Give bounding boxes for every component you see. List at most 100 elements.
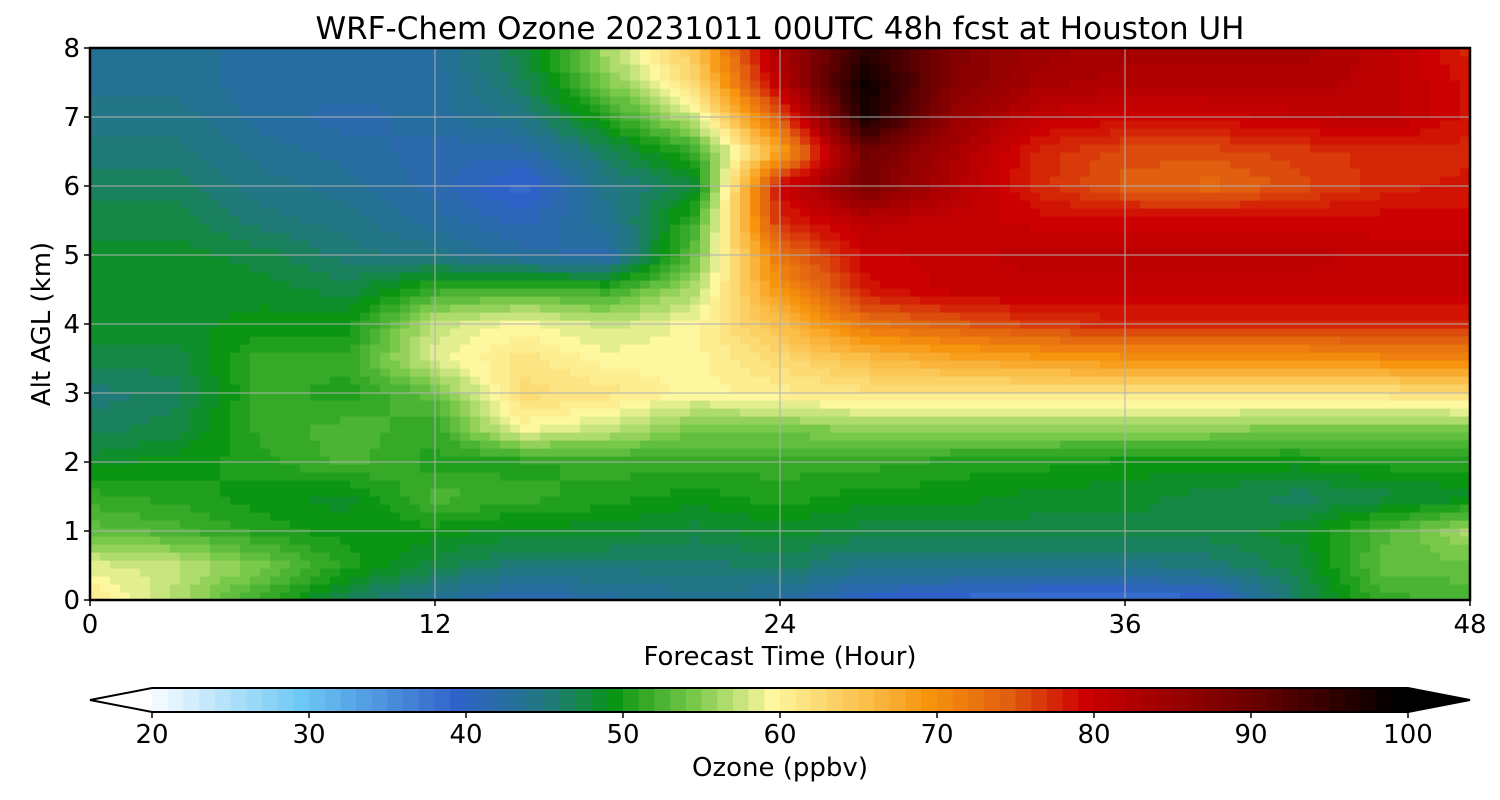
heatmap-cell (170, 552, 181, 561)
heatmap-cell (950, 360, 961, 369)
heatmap-cell (470, 328, 481, 337)
heatmap-cell (1300, 560, 1311, 569)
heatmap-cell (320, 352, 331, 361)
heatmap-cell (190, 456, 201, 465)
heatmap-cell (510, 368, 521, 377)
heatmap-cell (1040, 424, 1051, 433)
heatmap-cell (610, 456, 621, 465)
heatmap-cell (560, 440, 571, 449)
heatmap-cell (840, 568, 851, 577)
heatmap-cell (160, 368, 171, 377)
heatmap-cell (1060, 408, 1071, 417)
heatmap-cell (600, 424, 611, 433)
heatmap-cell (100, 576, 111, 585)
heatmap-cell (1240, 408, 1251, 417)
heatmap-cell (660, 432, 671, 441)
heatmap-cell (180, 496, 191, 505)
heatmap-cell (760, 432, 771, 441)
heatmap-cell (270, 464, 281, 473)
heatmap-cell (990, 520, 1001, 529)
heatmap-cell (1390, 344, 1401, 353)
heatmap-cell (570, 544, 581, 553)
heatmap-cell (1210, 440, 1221, 449)
heatmap-cell (1070, 392, 1081, 401)
heatmap-cell (300, 552, 311, 561)
heatmap-cell (690, 536, 701, 545)
heatmap-cell (970, 504, 981, 513)
heatmap-cell (470, 584, 481, 593)
heatmap-cell (380, 536, 391, 545)
heatmap-cell (270, 448, 281, 457)
heatmap-cell (290, 440, 301, 449)
heatmap-cell (800, 352, 811, 361)
heatmap-cell (960, 560, 971, 569)
heatmap-cell (650, 384, 661, 393)
heatmap-cell (90, 520, 101, 529)
heatmap-cell (780, 456, 791, 465)
heatmap-cell (520, 400, 531, 409)
heatmap-cell (280, 328, 291, 337)
heatmap-cell (360, 312, 371, 321)
heatmap-cell (990, 528, 1001, 537)
heatmap-cell (1460, 472, 1471, 481)
heatmap-cell (350, 336, 361, 345)
heatmap-cell (770, 416, 781, 425)
heatmap-cell (550, 400, 561, 409)
heatmap-cell (1380, 376, 1391, 385)
heatmap-cell (750, 456, 761, 465)
heatmap-cell (1430, 480, 1441, 489)
heatmap-cell (1270, 384, 1281, 393)
heatmap-cell (490, 456, 501, 465)
heatmap-cell (980, 504, 991, 513)
heatmap-cell (1410, 448, 1421, 457)
heatmap-cell (260, 368, 271, 377)
heatmap-cell (1230, 560, 1241, 569)
heatmap-cell (290, 432, 301, 441)
heatmap-cell (1040, 464, 1051, 473)
heatmap-cell (1150, 568, 1161, 577)
heatmap-cell (1420, 400, 1431, 409)
heatmap-cell (230, 504, 241, 513)
heatmap-cell (1110, 368, 1121, 377)
heatmap-cell (1260, 488, 1271, 497)
heatmap-cell (1110, 432, 1121, 441)
heatmap-cell (930, 536, 941, 545)
heatmap-cell (140, 384, 151, 393)
heatmap-cell (130, 576, 141, 585)
heatmap-cell (960, 336, 971, 345)
heatmap-cell (600, 584, 611, 593)
heatmap-cell (480, 472, 491, 481)
heatmap-cell (1040, 528, 1051, 537)
heatmap-cell (720, 360, 731, 369)
heatmap-cell (880, 496, 891, 505)
heatmap-cell (1410, 464, 1421, 473)
heatmap-cell (700, 352, 711, 361)
heatmap-cell (990, 544, 1001, 553)
heatmap-cell (1180, 392, 1191, 401)
heatmap-cell (280, 312, 291, 321)
heatmap-cell (790, 392, 801, 401)
heatmap-cell (220, 336, 231, 345)
heatmap-cell (1430, 352, 1441, 361)
heatmap-cell (1270, 440, 1281, 449)
heatmap-cell (1170, 464, 1181, 473)
heatmap-cell (640, 440, 651, 449)
heatmap-cell (870, 544, 881, 553)
heatmap-cell (930, 512, 941, 521)
heatmap-cell (630, 576, 641, 585)
heatmap-cell (940, 416, 951, 425)
heatmap-cell (1180, 456, 1191, 465)
heatmap-cell (740, 568, 751, 577)
heatmap-cell (500, 464, 511, 473)
heatmap-cell (350, 352, 361, 361)
heatmap-cell (380, 312, 391, 321)
heatmap-cell (1330, 376, 1341, 385)
heatmap-cell (210, 312, 221, 321)
heatmap-cell (740, 480, 751, 489)
heatmap-cell (1460, 480, 1471, 489)
heatmap-cell (1110, 560, 1121, 569)
heatmap-cell (630, 544, 641, 553)
heatmap-cell (750, 352, 761, 361)
heatmap-cell (1170, 408, 1181, 417)
heatmap-cell (290, 496, 301, 505)
